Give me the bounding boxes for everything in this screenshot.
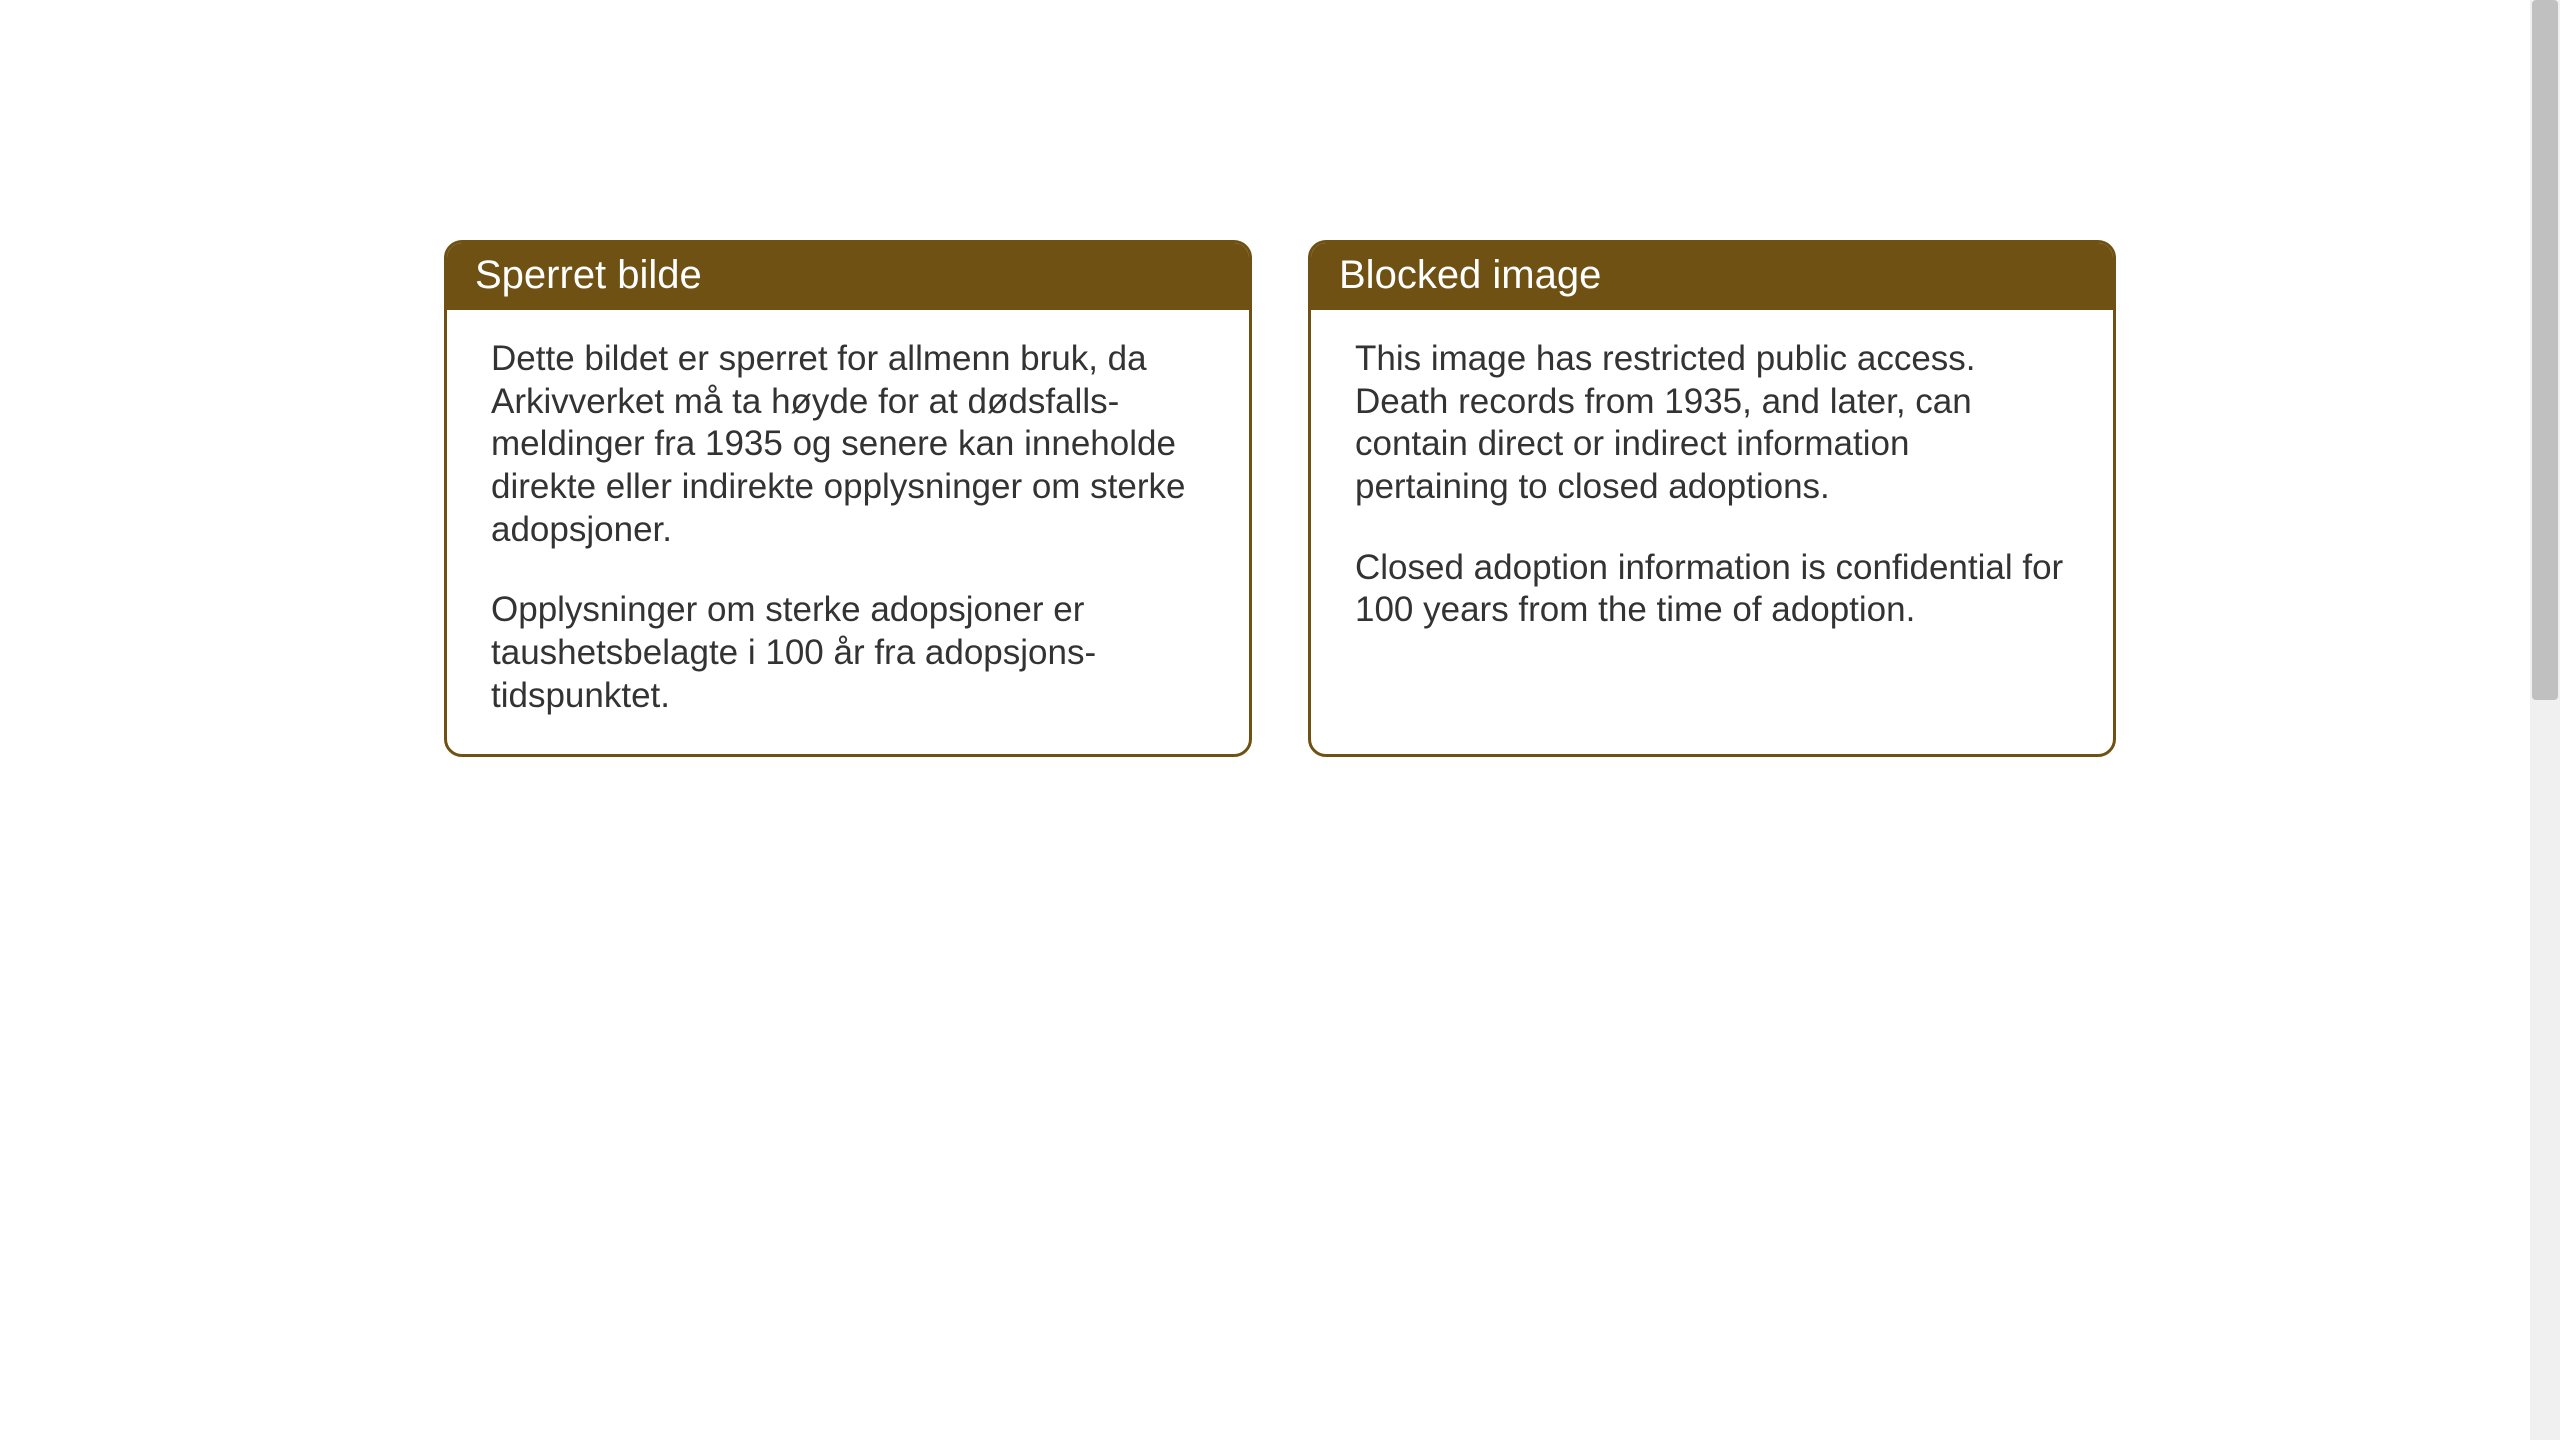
card-body-english: This image has restricted public access.… bbox=[1311, 310, 2113, 668]
vertical-scrollbar-thumb[interactable] bbox=[2532, 0, 2558, 700]
card-paragraph-2-english: Closed adoption information is confident… bbox=[1355, 547, 2069, 632]
card-title-english: Blocked image bbox=[1311, 243, 2113, 310]
notice-card-english: Blocked image This image has restricted … bbox=[1308, 240, 2116, 757]
card-title-norwegian: Sperret bilde bbox=[447, 243, 1249, 310]
card-paragraph-2-norwegian: Opplysninger om sterke adopsjoner er tau… bbox=[491, 589, 1205, 717]
notice-card-norwegian: Sperret bilde Dette bildet er sperret fo… bbox=[444, 240, 1252, 757]
card-paragraph-1-norwegian: Dette bildet er sperret for allmenn bruk… bbox=[491, 338, 1205, 551]
notice-cards-container: Sperret bilde Dette bildet er sperret fo… bbox=[444, 240, 2116, 757]
card-body-norwegian: Dette bildet er sperret for allmenn bruk… bbox=[447, 310, 1249, 754]
card-paragraph-1-english: This image has restricted public access.… bbox=[1355, 338, 2069, 509]
vertical-scrollbar-track[interactable] bbox=[2530, 0, 2560, 1440]
